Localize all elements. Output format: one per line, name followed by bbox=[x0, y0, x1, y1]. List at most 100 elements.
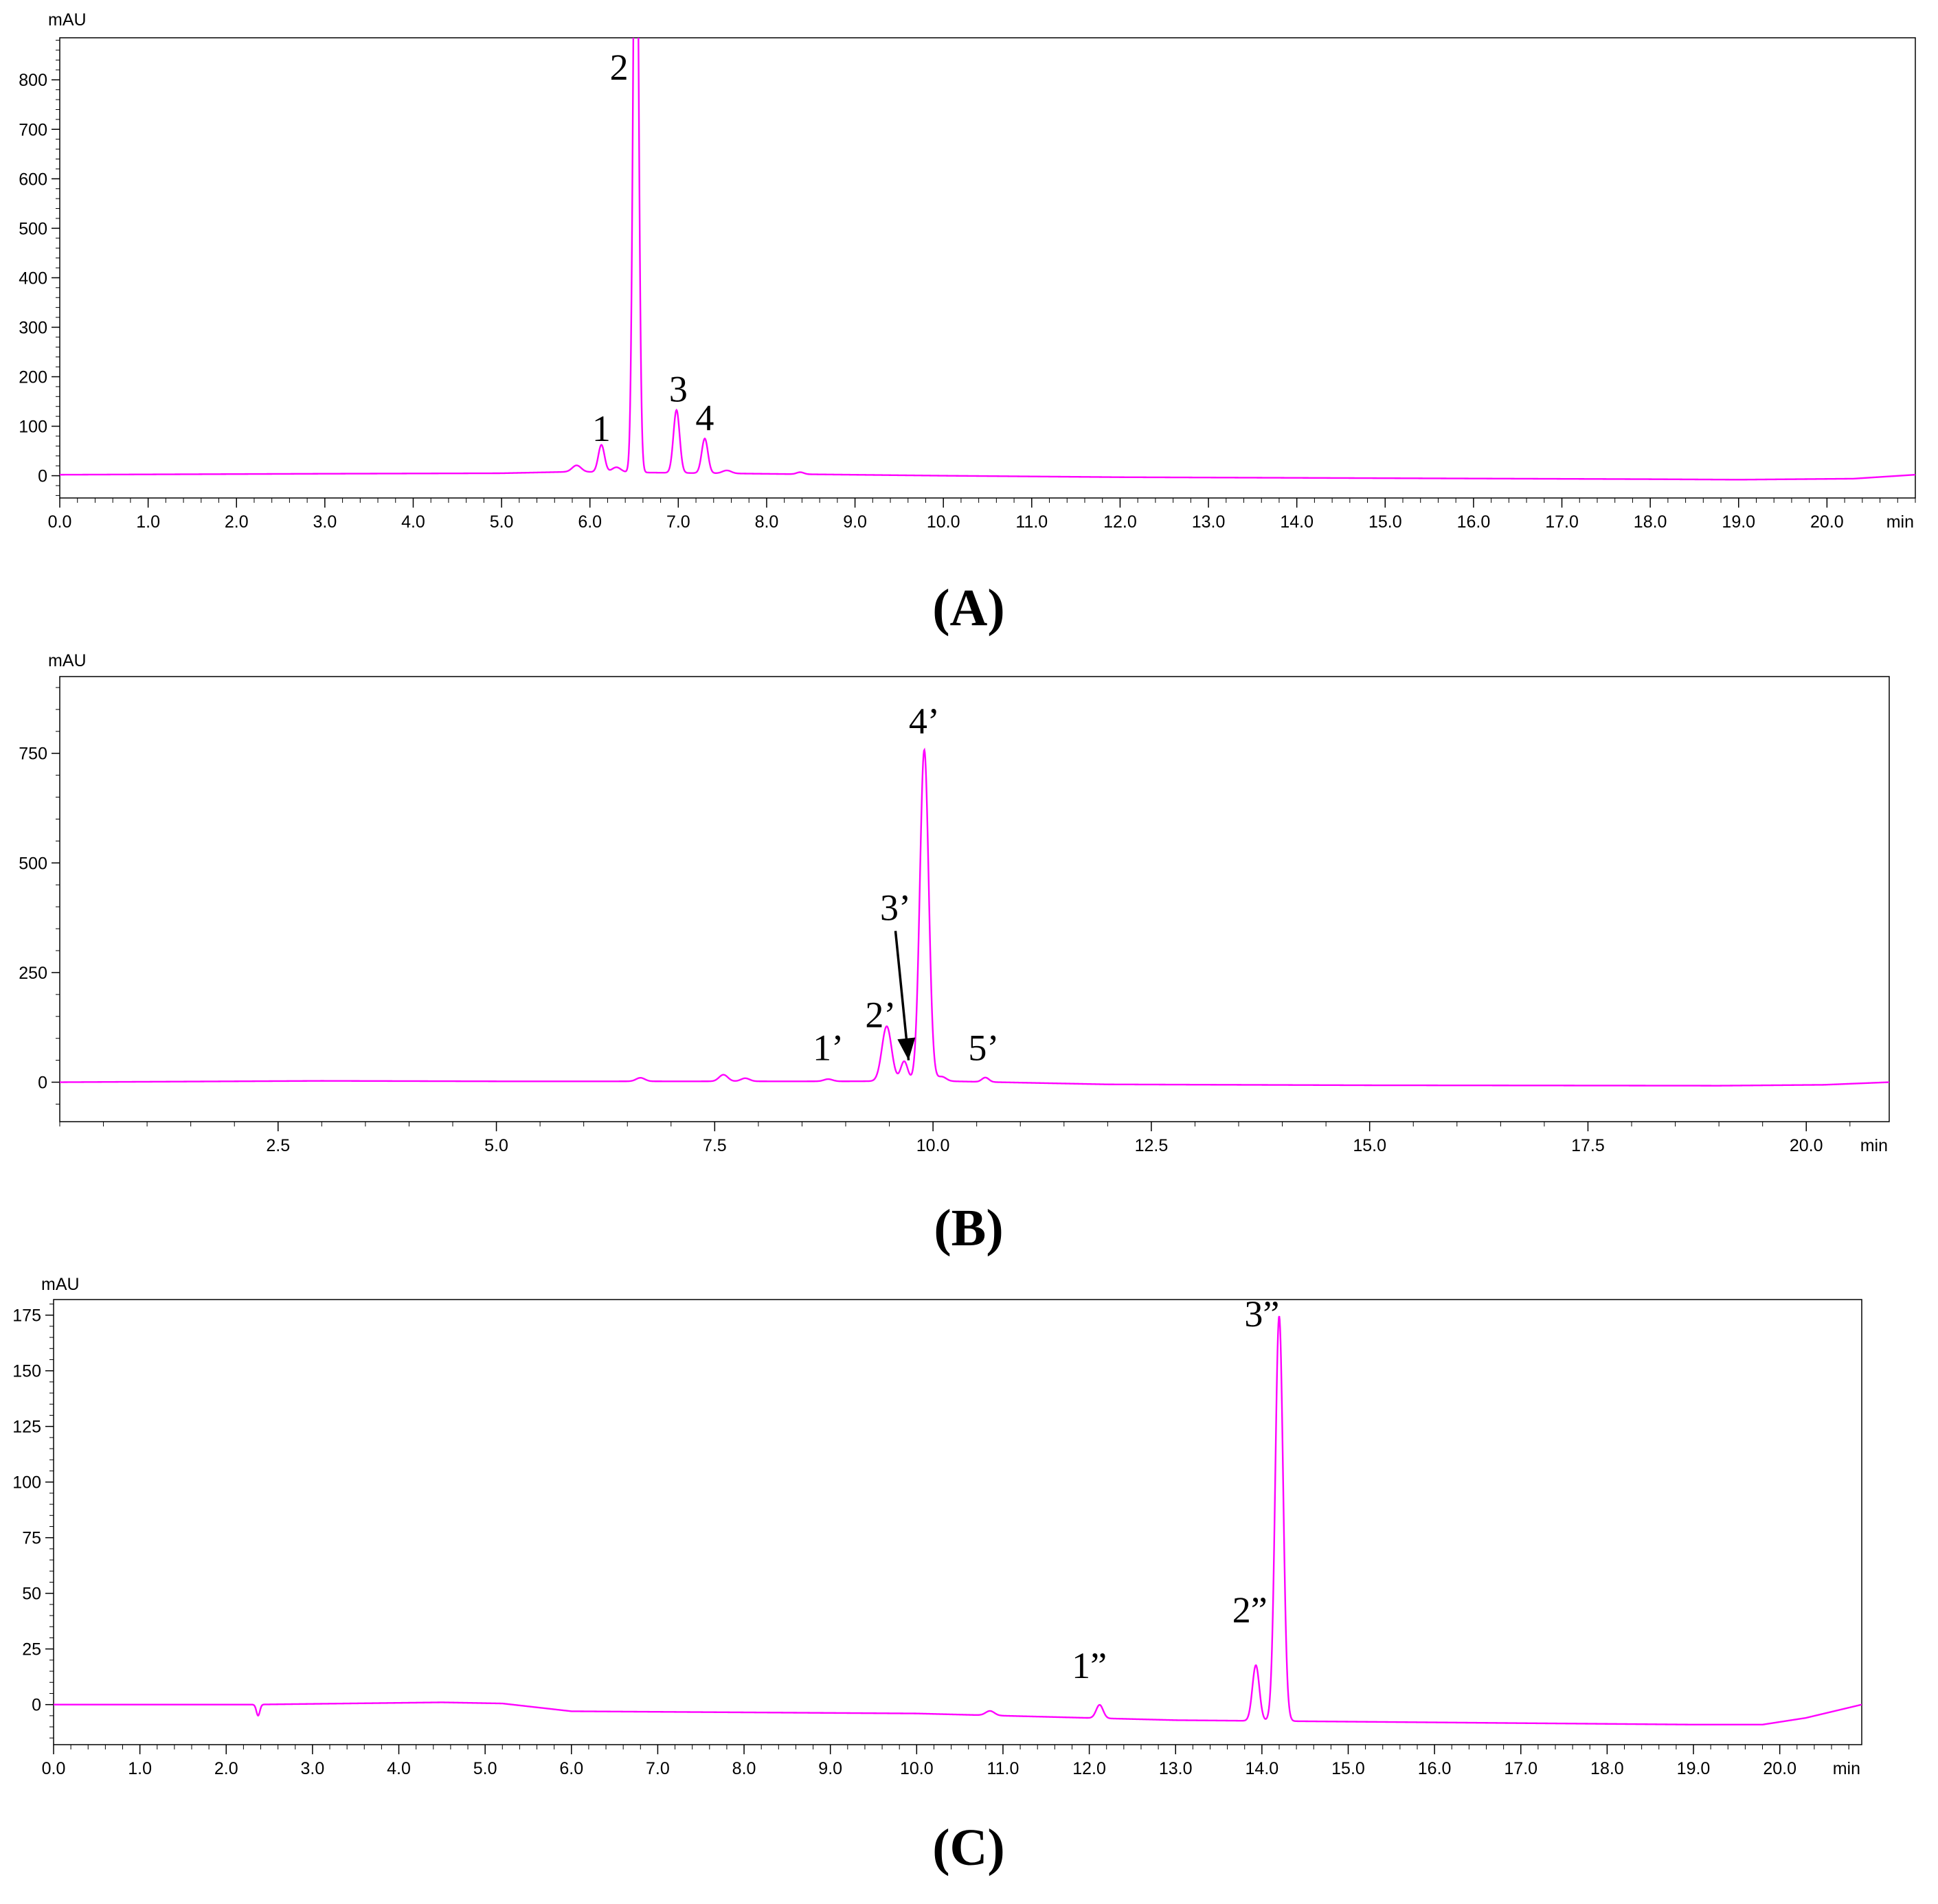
x-tick-label: 18.0 bbox=[1634, 512, 1667, 532]
x-tick-label: 4.0 bbox=[387, 1759, 411, 1778]
panel-label: (A) bbox=[932, 579, 1005, 637]
x-tick-label: 2.0 bbox=[214, 1759, 238, 1778]
x-tick-label: 12.5 bbox=[1135, 1136, 1169, 1155]
x-tick-label: 5.0 bbox=[473, 1759, 497, 1778]
x-tick-label: 0.0 bbox=[48, 512, 72, 532]
x-tick-label: 7.0 bbox=[646, 1759, 670, 1778]
x-tick-label: 15.0 bbox=[1353, 1136, 1386, 1155]
y-tick-label: 600 bbox=[19, 170, 47, 189]
panel-label: (B) bbox=[934, 1199, 1003, 1257]
x-tick-label: 10.0 bbox=[927, 512, 960, 532]
arrow-head bbox=[897, 1037, 916, 1061]
y-tick-label: 300 bbox=[19, 318, 47, 337]
x-tick-label: 19.0 bbox=[1677, 1759, 1711, 1778]
x-tick-label: 3.0 bbox=[313, 512, 337, 532]
x-tick-label: 11.0 bbox=[1015, 512, 1048, 532]
peak-label: 1 bbox=[592, 408, 611, 449]
peak-label: 2 bbox=[610, 47, 629, 88]
x-tick-label: 13.0 bbox=[1192, 512, 1226, 532]
x-tick-label: 13.0 bbox=[1159, 1759, 1193, 1778]
x-tick-label: 17.5 bbox=[1571, 1136, 1605, 1155]
peak-label: 2’ bbox=[865, 995, 896, 1036]
y-tick-label: 250 bbox=[19, 964, 47, 983]
peak-label: 5’ bbox=[968, 1028, 999, 1069]
x-tick-label: 0.0 bbox=[42, 1759, 66, 1778]
x-tick-label: 3.0 bbox=[301, 1759, 325, 1778]
x-tick-label: 20.0 bbox=[1790, 1136, 1823, 1155]
x-tick-label: 1.0 bbox=[128, 1759, 152, 1778]
y-tick-label: 75 bbox=[22, 1529, 41, 1548]
x-tick-label: 7.5 bbox=[703, 1136, 727, 1155]
panel-label: (C) bbox=[932, 1819, 1005, 1877]
y-tick-label: 400 bbox=[19, 269, 47, 288]
y-axis-label: mAU bbox=[48, 651, 87, 670]
x-tick-label: 20.0 bbox=[1810, 512, 1844, 532]
peak-label: 4 bbox=[695, 397, 714, 438]
x-tick-label: 12.0 bbox=[1103, 512, 1137, 532]
x-tick-label: 14.0 bbox=[1280, 512, 1314, 532]
y-tick-label: 150 bbox=[12, 1362, 41, 1381]
x-tick-label: 15.0 bbox=[1368, 512, 1402, 532]
x-tick-label: 8.0 bbox=[732, 1759, 756, 1778]
peak-label: 3” bbox=[1244, 1293, 1279, 1335]
y-tick-label: 0 bbox=[38, 467, 47, 486]
y-tick-label: 25 bbox=[22, 1640, 41, 1659]
x-tick-label: 5.0 bbox=[490, 512, 514, 532]
x-tick-label: 9.0 bbox=[818, 1759, 842, 1778]
chromatogram-trace bbox=[60, 38, 1915, 481]
x-tick-label: 18.0 bbox=[1590, 1759, 1624, 1778]
x-tick-label: 16.0 bbox=[1418, 1759, 1452, 1778]
chromatogram-trace bbox=[60, 747, 1889, 1087]
peak-label: 1” bbox=[1072, 1645, 1107, 1686]
y-tick-label: 100 bbox=[12, 1473, 41, 1493]
x-tick-label: 20.0 bbox=[1763, 1759, 1796, 1778]
x-tick-label: 4.0 bbox=[401, 512, 425, 532]
y-tick-label: 500 bbox=[19, 219, 47, 238]
x-tick-label: 5.0 bbox=[484, 1136, 508, 1155]
x-axis-unit: min bbox=[1833, 1759, 1860, 1778]
x-tick-label: 14.0 bbox=[1246, 1759, 1279, 1778]
x-tick-label: 17.0 bbox=[1504, 1759, 1537, 1778]
plot-frame bbox=[59, 676, 1890, 1122]
x-tick-label: 17.0 bbox=[1545, 512, 1579, 532]
x-axis-unit: min bbox=[1886, 512, 1914, 532]
x-tick-label: 19.0 bbox=[1722, 512, 1755, 532]
y-axis-label: mAU bbox=[48, 10, 87, 30]
x-tick-label: 10.0 bbox=[900, 1759, 934, 1778]
x-tick-label: 15.0 bbox=[1331, 1759, 1365, 1778]
x-tick-label: 16.0 bbox=[1457, 512, 1491, 532]
x-tick-label: 8.0 bbox=[755, 512, 779, 532]
y-tick-label: 50 bbox=[22, 1585, 41, 1604]
chromatogram-panel-a: mAU 0 100 200 300 400 500 600 700 800 0.0 1.0 2.0 3.0… bbox=[19, 10, 1916, 637]
peak-label: 3’ bbox=[880, 887, 911, 928]
y-tick-label: 100 bbox=[19, 418, 47, 437]
chromatogram-trace bbox=[54, 1315, 1862, 1726]
y-axis-label: mAU bbox=[41, 1275, 80, 1294]
peak-label: 4’ bbox=[909, 701, 940, 742]
peak-label: 2” bbox=[1232, 1589, 1267, 1631]
x-tick-label: 12.0 bbox=[1072, 1759, 1106, 1778]
peak-label: 3 bbox=[669, 369, 688, 410]
y-tick-label: 0 bbox=[38, 1074, 47, 1093]
y-tick-label: 500 bbox=[19, 854, 47, 873]
x-axis-unit: min bbox=[1860, 1136, 1888, 1155]
y-tick-label: 700 bbox=[19, 120, 47, 139]
x-tick-label: 7.0 bbox=[666, 512, 690, 532]
plot-frame bbox=[59, 37, 1916, 499]
x-tick-label: 2.5 bbox=[266, 1136, 290, 1155]
x-tick-label: 6.0 bbox=[559, 1759, 583, 1778]
y-tick-label: 800 bbox=[19, 71, 47, 90]
y-tick-label: 125 bbox=[12, 1418, 41, 1437]
x-tick-label: 9.0 bbox=[843, 512, 867, 532]
x-tick-label: 6.0 bbox=[578, 512, 602, 532]
x-tick-label: 1.0 bbox=[136, 512, 160, 532]
y-tick-label: 750 bbox=[19, 745, 47, 764]
plot-frame bbox=[53, 1299, 1862, 1745]
y-tick-label: 0 bbox=[32, 1696, 41, 1715]
chromatogram-panel-c: mAU 0 25 50 75 100 125 150 175 0.0 1.0 2.0 3.0 4.0 5.0… bbox=[12, 1275, 1862, 1877]
x-tick-label: 2.0 bbox=[225, 512, 249, 532]
x-tick-label: 10.0 bbox=[916, 1136, 950, 1155]
y-tick-label: 200 bbox=[19, 367, 47, 387]
peak-label: 1’ bbox=[813, 1028, 844, 1069]
